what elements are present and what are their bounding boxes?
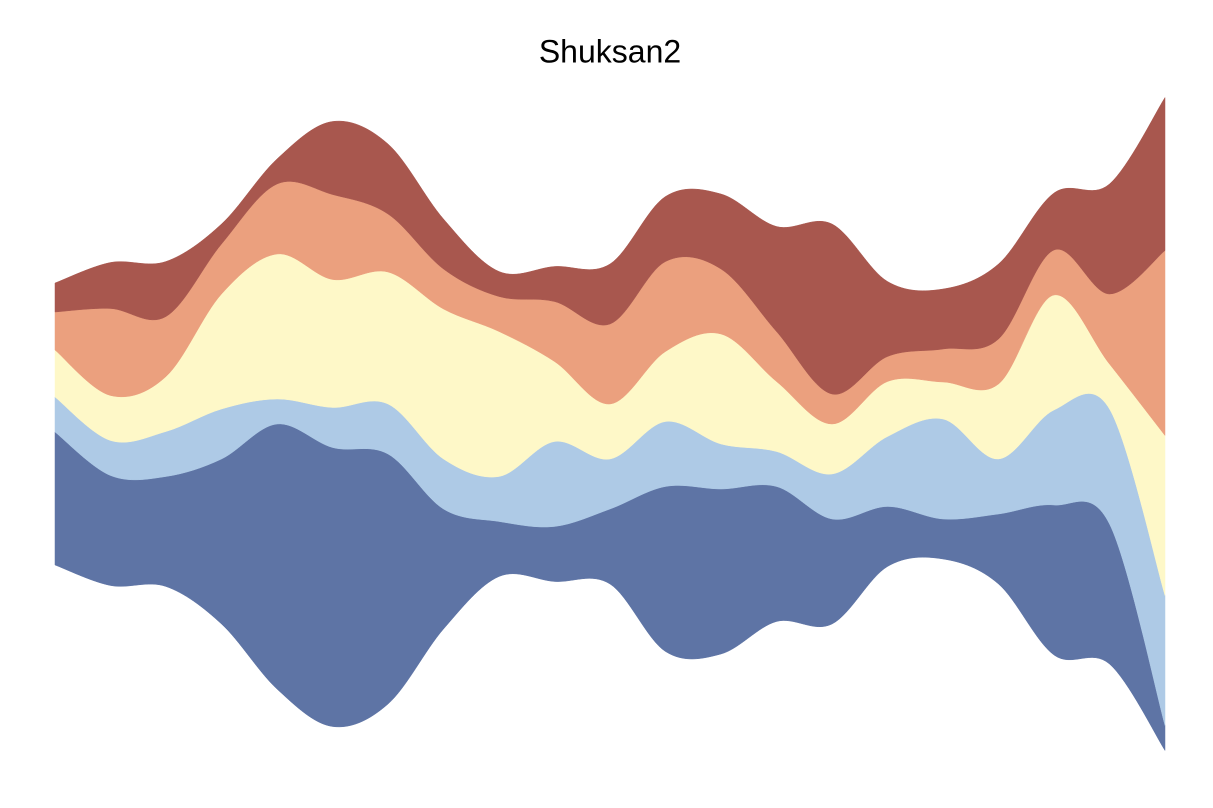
stream-layer bbox=[54, 96, 1166, 395]
chart-title: Shuksan2 bbox=[539, 33, 681, 69]
